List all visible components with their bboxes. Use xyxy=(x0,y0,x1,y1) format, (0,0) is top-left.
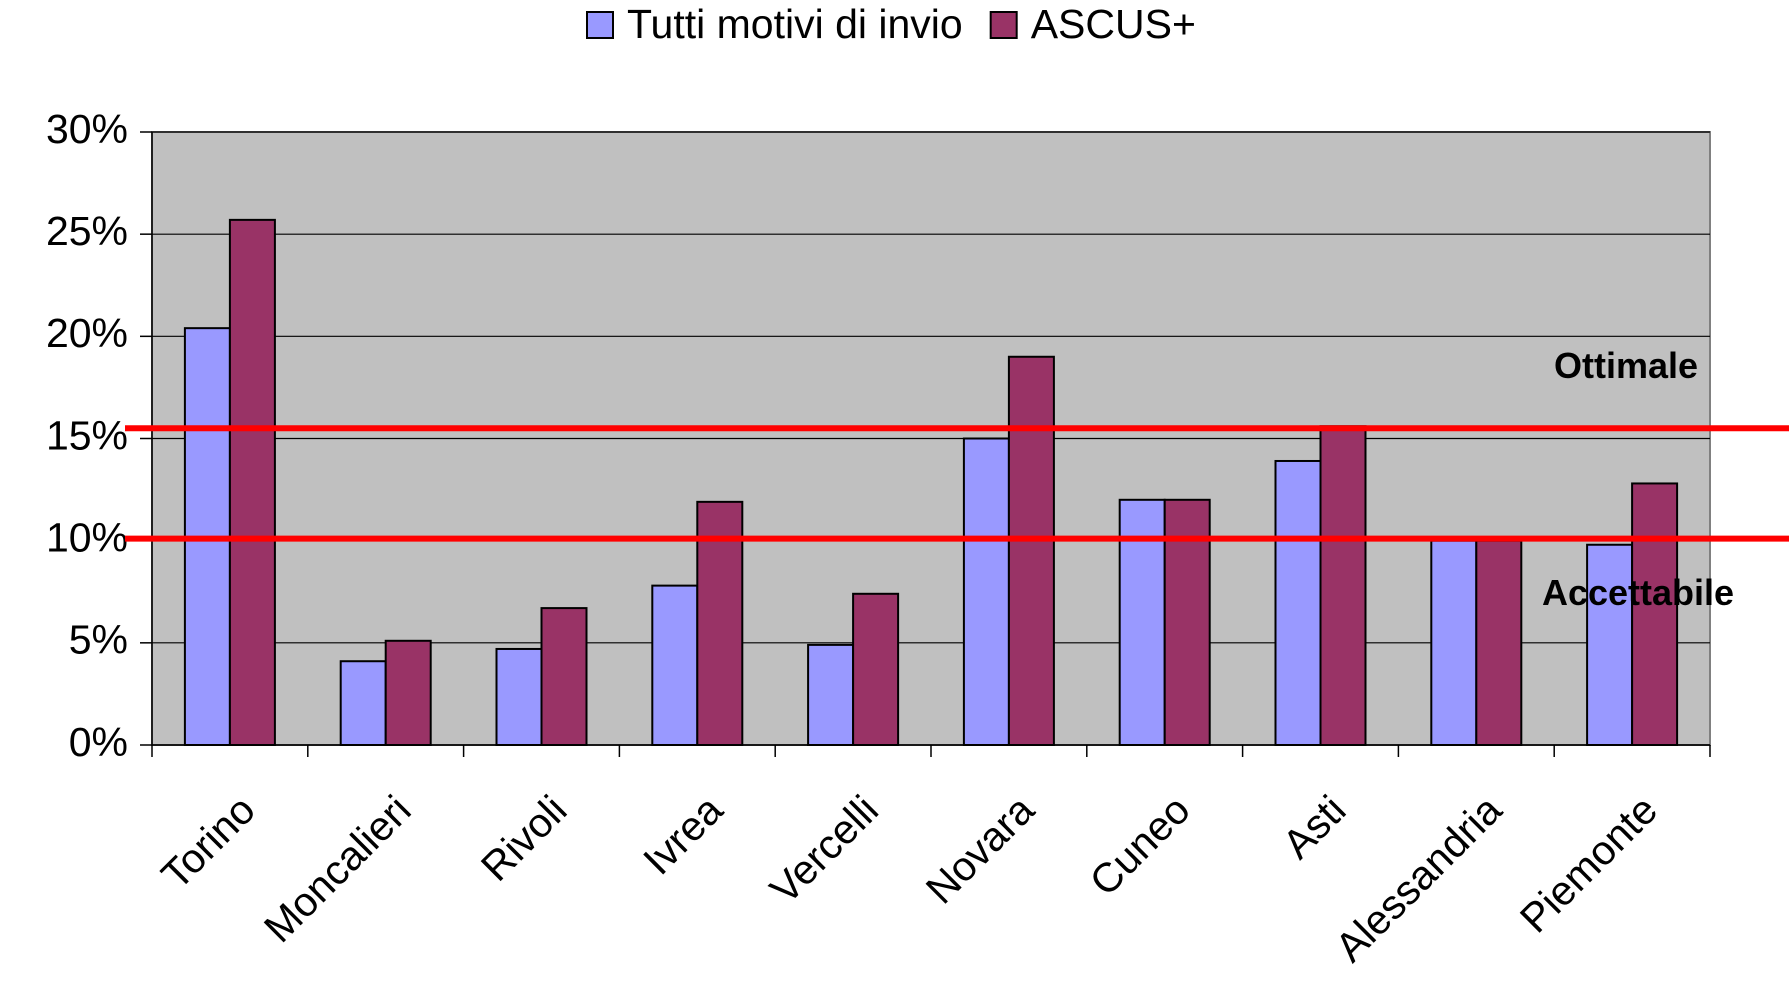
x-tick-label: Novara xyxy=(917,786,1043,912)
bar xyxy=(852,592,900,746)
x-tick-label: Rivoli xyxy=(472,786,575,889)
bar xyxy=(1631,482,1679,746)
x-tick-label: Cuneo xyxy=(1081,786,1199,904)
bar xyxy=(1430,539,1478,747)
reference-label: Ottimale xyxy=(1554,345,1698,386)
bar xyxy=(807,643,855,746)
bar xyxy=(696,500,744,746)
bar xyxy=(339,660,387,746)
legend-swatch xyxy=(586,11,614,39)
bar xyxy=(540,607,588,747)
bar xyxy=(228,218,276,746)
bar xyxy=(495,647,543,746)
bar xyxy=(962,437,1010,746)
bar xyxy=(384,639,432,746)
bar xyxy=(1475,539,1523,747)
y-tick-label: 5% xyxy=(69,617,128,663)
y-tick-label: 15% xyxy=(46,412,128,458)
x-tick-label: Alessandria xyxy=(1326,786,1510,970)
bar xyxy=(1319,425,1367,746)
legend-swatch xyxy=(989,11,1018,39)
y-tick-label: 10% xyxy=(46,514,128,560)
legend-label: ASCUS+ xyxy=(1031,1,1196,47)
y-tick-label: 30% xyxy=(46,106,128,152)
x-tick-label: Torino xyxy=(152,786,263,897)
x-tick-label: Vercelli xyxy=(761,786,887,912)
y-tick-label: 20% xyxy=(46,310,128,356)
legend-label: Tutti motivi di invio xyxy=(627,1,963,47)
y-tick-label: 25% xyxy=(46,208,128,254)
x-tick-label: Moncalieri xyxy=(255,786,420,951)
y-tick-label: 0% xyxy=(69,719,128,765)
x-tick-label: Asti xyxy=(1274,786,1355,867)
x-tick-label: Piemonte xyxy=(1511,786,1666,941)
bar xyxy=(1274,459,1322,746)
bar xyxy=(1007,355,1055,746)
bar xyxy=(651,584,699,746)
x-tick-label: Ivrea xyxy=(634,786,731,883)
reference-label: Accettabile xyxy=(1542,572,1734,613)
